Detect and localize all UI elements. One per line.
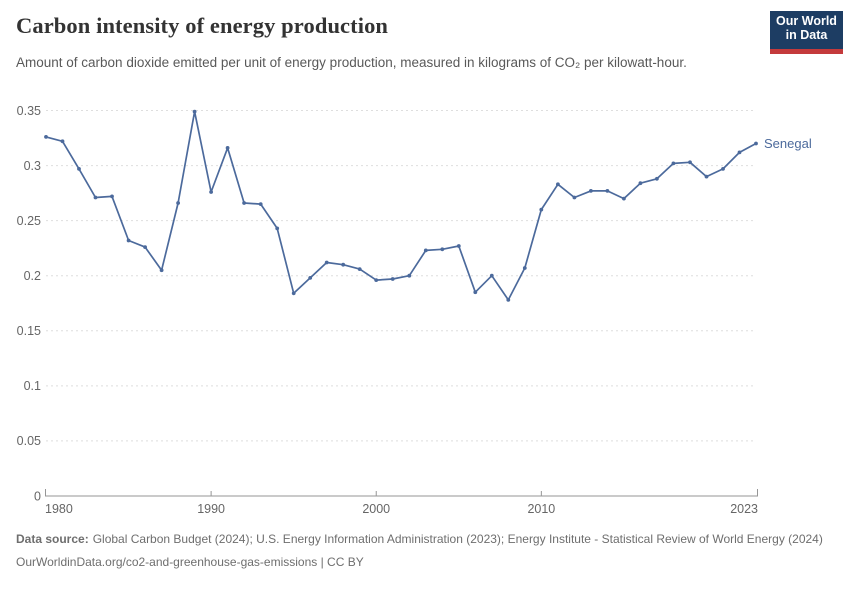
data-point[interactable] [192,109,197,114]
data-point[interactable] [522,266,527,270]
citation-line: OurWorldinData.org/co2-and-greenhouse-ga… [16,555,364,569]
data-point[interactable] [77,167,81,171]
data-point[interactable] [324,260,329,265]
senegal-line [45,110,757,301]
data-point[interactable] [341,262,346,267]
y-tick-label: 0.05 [17,434,41,448]
data-point[interactable] [308,276,313,280]
data-points[interactable] [44,109,758,302]
data-point[interactable] [754,141,758,146]
data-point[interactable] [176,201,181,205]
data-source-list: Global Carbon Budget (2024); U.S. Energy… [92,532,823,546]
data-point[interactable] [225,146,230,150]
data-point[interactable] [291,291,296,296]
data-point[interactable] [704,174,709,179]
series-label-senegal: Senegal [764,136,812,151]
data-point[interactable] [671,161,676,166]
data-point[interactable] [93,195,98,200]
data-point[interactable] [556,182,560,187]
data-point[interactable] [638,181,643,186]
data-point[interactable] [60,139,65,144]
data-point[interactable] [539,207,544,212]
chart-subtitle: Amount of carbon dioxide emitted per uni… [16,55,687,70]
x-tick-label: 2010 [527,502,555,516]
y-tick-label: 0.3 [24,159,41,173]
x-tick-label: 1990 [197,502,225,516]
y-tick-label: 0 [34,489,41,503]
y-tick-label: 0.2 [24,269,41,283]
data-point[interactable] [605,189,610,193]
data-source-label: Data source: [16,532,89,546]
data-point[interactable] [110,194,114,199]
data-point[interactable] [126,238,131,243]
data-point[interactable] [390,277,395,281]
data-point[interactable] [209,190,214,194]
data-point[interactable] [143,245,148,250]
data-point[interactable] [688,160,692,165]
y-gridlines [46,110,756,442]
data-point[interactable] [275,226,280,231]
data-point[interactable] [423,248,428,253]
page-title: Carbon intensity of energy production [16,13,389,38]
x-axis [45,489,758,497]
x-tick-label: 1980 [45,502,73,516]
chart-footer: Data source: Global Carbon Budget (2024);… [16,531,838,570]
data-point[interactable] [159,268,164,273]
data-source-line: Data source: Global Carbon Budget (2024);… [16,531,838,547]
data-point[interactable] [489,273,494,278]
x-tick-label: 2023 [730,502,758,516]
data-point[interactable] [357,267,362,271]
logo-line1: Our World [776,14,837,28]
owid-logo[interactable]: Our World in Data [770,11,843,54]
data-point[interactable] [440,247,445,252]
data-point[interactable] [655,176,659,181]
x-axis-labels: 1980 1990 2000 2010 2023 [45,502,758,516]
data-point[interactable] [721,167,725,171]
data-point[interactable] [44,135,48,139]
y-tick-label: 0.1 [24,379,41,393]
y-tick-label: 0.25 [17,214,41,228]
data-point[interactable] [456,244,461,248]
data-point[interactable] [242,201,247,205]
data-point[interactable] [506,298,511,302]
y-axis-labels: 0 0.05 0.1 0.15 0.2 0.25 0.3 0.35 [17,104,41,503]
y-tick-label: 0.15 [17,324,41,338]
data-point[interactable] [572,195,577,200]
data-point[interactable] [258,202,263,207]
logo-line2: in Data [785,27,828,42]
data-point[interactable] [374,278,379,282]
data-point[interactable] [407,273,412,278]
data-point[interactable] [473,290,478,295]
y-tick-label: 0.35 [17,104,41,118]
data-point[interactable] [737,150,742,155]
data-point[interactable] [622,196,626,201]
senegal-line-path [45,110,757,301]
data-point[interactable] [589,189,593,193]
x-tick-label: 2000 [362,502,390,516]
